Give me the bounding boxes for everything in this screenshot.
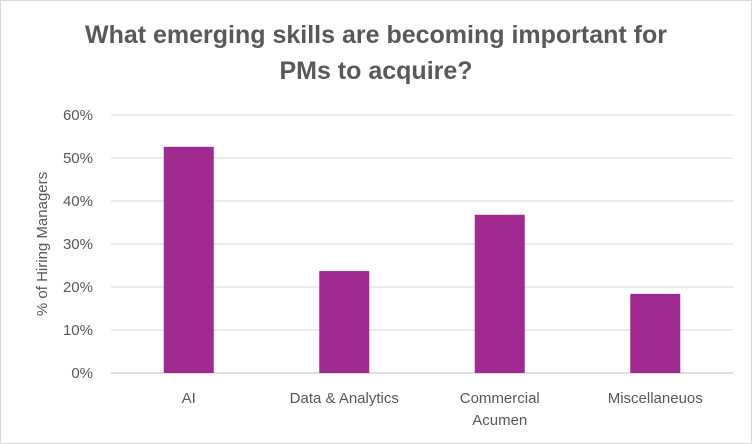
y-tick-label: 40% <box>63 193 93 210</box>
x-tick-label-line: AI <box>182 390 196 407</box>
gridlines <box>111 114 733 374</box>
bar <box>474 214 525 373</box>
y-axis-label: % of Hiring Managers <box>34 172 51 316</box>
x-tick-label-line: Commercial <box>460 390 540 407</box>
bar <box>319 271 370 373</box>
x-tick-label-line: Acumen <box>472 412 527 429</box>
y-tick-label: 20% <box>63 279 93 296</box>
x-axis-category-labels: AI Data & Analytics Commercial Acumen Miscel… <box>182 390 703 429</box>
y-tick-label: 0% <box>71 365 93 382</box>
y-tick-label: 10% <box>63 322 93 339</box>
x-tick-label: Miscellaneuos <box>608 390 703 407</box>
x-tick-label: Data & Analytics <box>290 390 399 407</box>
y-axis-tick-labels: 0% 10% 20% 30% 40% 50% 60% <box>63 107 93 382</box>
chart-title-line-1: What emerging skills are becoming import… <box>84 21 668 49</box>
y-tick-label: 60% <box>63 107 93 124</box>
x-tick-label-line: Data & Analytics <box>290 390 399 407</box>
chart-title: What emerging skills are becoming import… <box>61 17 691 89</box>
bar <box>630 293 681 373</box>
bars <box>163 146 681 373</box>
chart-title-line-2: PMs to acquire? <box>279 57 473 85</box>
y-tick-label: 50% <box>63 150 93 167</box>
y-tick-label: 30% <box>63 236 93 253</box>
x-tick-label-line: Miscellaneuos <box>608 390 703 407</box>
x-tick-label: Commercial Acumen <box>460 390 540 429</box>
bar <box>163 146 214 373</box>
x-tick-label: AI <box>182 390 196 407</box>
